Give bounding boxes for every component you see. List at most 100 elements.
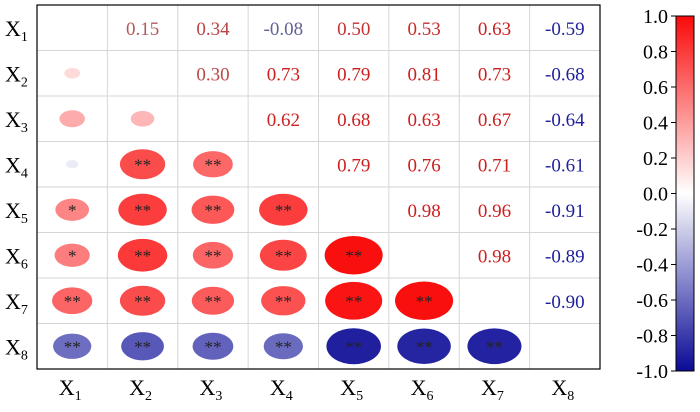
correlation-ellipse (118, 193, 167, 226)
correlation-value: -0.90 (545, 292, 585, 313)
significance-mark: * (68, 246, 77, 265)
significance-mark: ** (64, 292, 81, 311)
correlation-ellipse (395, 281, 454, 320)
y-tick-label: X8 (5, 334, 28, 363)
significance-mark: ** (416, 337, 433, 356)
significance-mark: ** (275, 201, 292, 220)
correlation-ellipse (64, 67, 81, 79)
correlation-value: -0.64 (545, 110, 585, 131)
correlation-value: -0.91 (545, 201, 585, 222)
significance-mark: ** (204, 292, 221, 311)
significance-mark: ** (345, 292, 362, 311)
significance-mark: ** (134, 292, 151, 311)
correlation-ellipse (261, 286, 306, 316)
correlation-value: 0.81 (407, 64, 440, 85)
colorbar-tick-label: 0.2 (643, 148, 668, 170)
correlation-value: 0.71 (478, 155, 511, 176)
correlation-ellipse (59, 110, 85, 128)
colorbar-gradient (675, 15, 695, 372)
correlation-value: 0.68 (337, 110, 370, 131)
correlation-value: -0.08 (264, 19, 304, 40)
correlation-value: 0.62 (267, 110, 300, 131)
correlation-ellipse (119, 285, 166, 316)
significance-mark: ** (345, 246, 362, 265)
correlation-ellipse (130, 110, 155, 127)
significance-mark: ** (486, 337, 503, 356)
colorbar-tick-label: -1.0 (636, 361, 668, 383)
correlation-ellipse (191, 195, 235, 224)
x-tick-label: X2 (129, 375, 152, 404)
correlation-ellipse (55, 198, 90, 221)
correlation-ellipse (191, 286, 235, 315)
significance-mark: ** (204, 337, 221, 356)
significance-mark: ** (275, 246, 292, 265)
correlation-ellipse (325, 281, 383, 320)
colorbar-tick-label: 0.8 (643, 42, 668, 64)
correlation-ellipse (53, 333, 92, 359)
correlation-ellipse (324, 236, 383, 275)
colorbar-tick-label: 0.0 (643, 184, 668, 206)
correlation-value: 0.67 (478, 110, 511, 131)
correlation-ellipse (263, 333, 303, 360)
correlation-ellipse (326, 328, 381, 365)
correlation-ellipse (119, 149, 166, 180)
x-tick-label: X1 (59, 375, 82, 404)
y-tick-label: X6 (5, 243, 28, 272)
correlation-value: 0.79 (337, 64, 370, 85)
correlation-value: 0.15 (126, 19, 159, 40)
correlation-ellipse (192, 332, 234, 360)
correlation-ellipse (54, 243, 90, 267)
correlation-value: -0.68 (545, 64, 585, 85)
correlation-value: 0.73 (478, 64, 511, 85)
colorbar: 1.0 0.8 0.6 0.4 0.2 0.0 -0.2 -0.4 -0.6 -0.8 -1.0 (636, 6, 695, 383)
correlation-value: -0.89 (545, 246, 585, 267)
correlation-ellipse (66, 160, 79, 169)
correlation-ellipse (121, 332, 164, 361)
correlation-value: 0.96 (478, 201, 511, 222)
significance-mark: * (68, 201, 77, 220)
correlation-ellipse (259, 193, 308, 226)
correlation-value: 0.76 (407, 155, 440, 176)
significance-mark: ** (416, 292, 433, 311)
correlation-value: -0.61 (545, 155, 585, 176)
colorbar-tick-label: -0.6 (636, 290, 668, 312)
y-tick-label: X1 (5, 16, 28, 45)
significance-mark: ** (134, 246, 151, 265)
correlation-ellipse (397, 328, 451, 364)
correlation-value: 0.98 (478, 246, 511, 267)
y-tick-label: X7 (5, 289, 28, 318)
colorbar-tick-label: 0.4 (643, 113, 668, 135)
significance-mark: ** (64, 337, 81, 356)
y-tick-label: X3 (5, 107, 28, 136)
axes: X1 X1 X2 X2 X3 X3 X4 X4 X5 X5 X6 X6 X7 X7 X8 X8 (5, 16, 574, 404)
x-tick-label: X7 (481, 375, 504, 404)
correlation-value: 0.98 (407, 201, 440, 222)
significance-mark: ** (134, 201, 151, 220)
significance-mark: ** (134, 155, 151, 174)
significance-mark: ** (204, 246, 221, 265)
significance-mark: ** (134, 337, 151, 356)
significance-mark: ** (275, 292, 292, 311)
grid (36, 4, 601, 370)
correlation-value: 0.79 (337, 155, 370, 176)
colorbar-tick-label: -0.8 (636, 326, 668, 348)
plot-frame (36, 4, 601, 370)
correlation-value: 0.73 (267, 64, 300, 85)
correlation-ellipse (193, 151, 233, 178)
correlation-ellipse (467, 328, 522, 365)
y-tick-label: X2 (5, 61, 28, 90)
correlation-value: 0.30 (196, 64, 229, 85)
correlation-value: 0.63 (478, 19, 511, 40)
y-tick-label: X5 (5, 198, 28, 227)
colorbar-tick-label: -0.4 (636, 255, 668, 277)
x-tick-label: X4 (270, 375, 293, 404)
x-tick-label: X5 (340, 375, 363, 404)
significance-mark: ** (204, 155, 221, 174)
colorbar-tick-label: 1.0 (643, 6, 668, 28)
correlation-value: 0.50 (337, 19, 370, 40)
correlation-value: -0.59 (545, 19, 585, 40)
x-tick-label: X3 (199, 375, 222, 404)
x-tick-label: X8 (551, 375, 574, 404)
correlation-ellipse (259, 239, 307, 271)
colorbar-tick-label: 0.6 (643, 77, 668, 99)
